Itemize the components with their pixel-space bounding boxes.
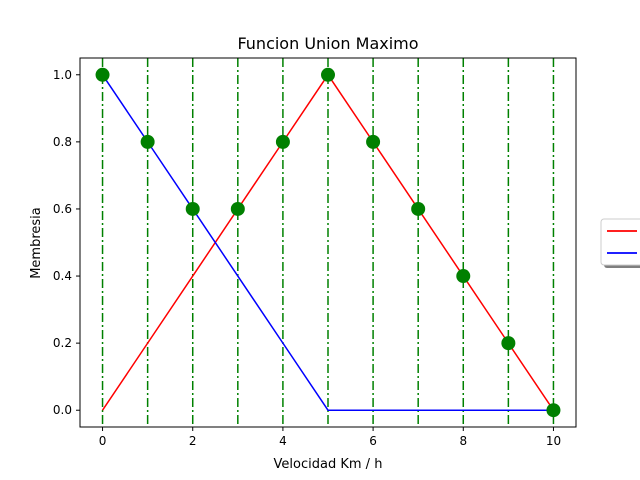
- y-tick-label: 0.8: [53, 135, 72, 149]
- x-tick-label: 2: [189, 434, 197, 448]
- x-tick-label: 8: [459, 434, 467, 448]
- legend: [600, 218, 640, 268]
- x-tick-label: 6: [369, 434, 377, 448]
- chart-title: Funcion Union Maximo: [237, 34, 418, 53]
- y-axis-label: Membresia: [29, 207, 44, 279]
- y-tick-label: 0.6: [53, 202, 72, 216]
- marker-point-3: [230, 201, 245, 216]
- axes-frame: [79, 57, 577, 428]
- x-tick-label: 0: [99, 434, 107, 448]
- marker-point-4: [275, 134, 290, 149]
- x-tick-label: 4: [279, 434, 287, 448]
- marker-point-0: [95, 67, 110, 82]
- y-tick-label: 0.2: [53, 336, 72, 350]
- marker-point-1: [140, 134, 155, 149]
- x-axis-label: Velocidad Km / h: [274, 457, 383, 472]
- marker-point-2: [185, 201, 200, 216]
- x-tick-label: 10: [546, 434, 561, 448]
- marker-point-7: [411, 201, 426, 216]
- marker-point-5: [321, 67, 335, 82]
- plot-area: [95, 58, 561, 427]
- y-tick-label: 0.4: [53, 269, 72, 283]
- y-tick-label: 1.0: [53, 68, 72, 82]
- marker-point-9: [501, 336, 516, 351]
- marker-point-10: [546, 403, 561, 418]
- marker-point-8: [456, 269, 471, 284]
- legend-box: [600, 218, 640, 266]
- y-tick-label: 0.0: [53, 403, 72, 417]
- x-axis: 0 2 4 6 8 10: [99, 427, 561, 448]
- y-axis: 0.0 0.2 0.4 0.6 0.8 1.0: [53, 68, 80, 417]
- series-line-1: [101, 74, 554, 411]
- marker-point-6: [366, 134, 381, 149]
